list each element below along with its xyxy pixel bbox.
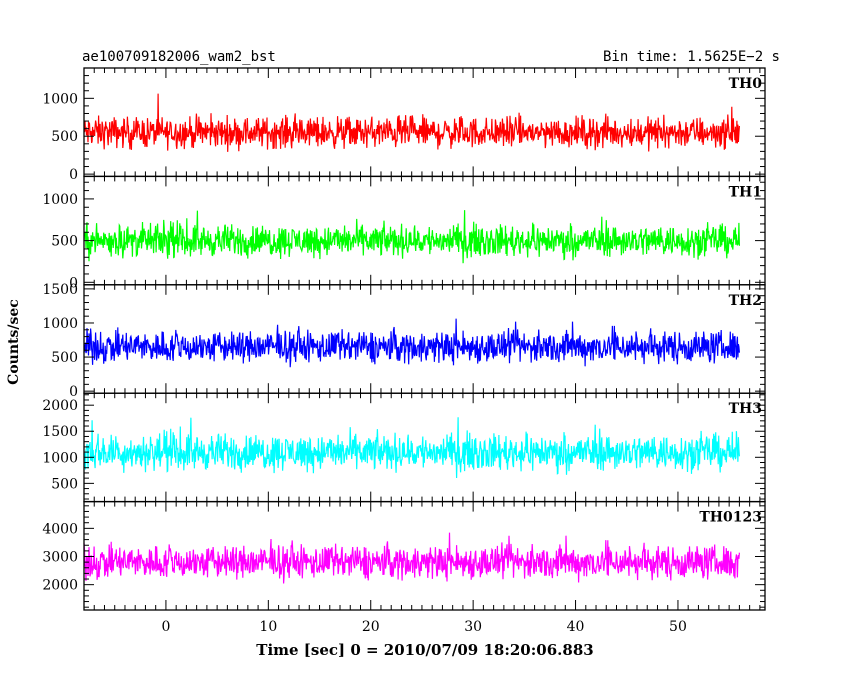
y-tick-label: 1000 xyxy=(42,91,78,107)
y-tick-label: 1500 xyxy=(42,282,78,298)
y-tick-label: 4000 xyxy=(42,521,78,537)
y-tick-label: 500 xyxy=(51,234,78,250)
x-tick-label: 20 xyxy=(362,619,380,635)
x-tick-label: 40 xyxy=(567,619,585,635)
y-tick-label: 1000 xyxy=(42,450,78,466)
y-tick-label: 500 xyxy=(51,350,78,366)
panel-label: TH0 xyxy=(729,76,763,92)
y-tick-label: 0 xyxy=(69,275,78,291)
panel-label: TH2 xyxy=(729,293,762,309)
panel-th2: 0 500 1000 1500 TH2 xyxy=(42,282,766,400)
panel-frame xyxy=(83,500,766,611)
panel-th1: 0 500 1000 TH1 xyxy=(42,175,766,291)
x-tick-label: 0 xyxy=(161,619,170,635)
panel-th3: 500 1000 1500 2000 TH3 xyxy=(42,392,766,503)
y-tick-label: 0 xyxy=(69,167,78,183)
panel-label: TH0123 xyxy=(699,510,762,526)
y-tick-label: 3000 xyxy=(42,550,78,566)
series-line-th3 xyxy=(83,417,740,479)
panel-label: TH1 xyxy=(729,184,762,200)
panel-label: TH3 xyxy=(729,401,762,417)
y-tick-label: 500 xyxy=(51,129,78,145)
series-line-th1 xyxy=(83,210,740,264)
series-line-th2 xyxy=(83,318,740,368)
series-line-th0 xyxy=(83,93,740,152)
y-axis-label: Counts/sec xyxy=(6,299,22,385)
y-tick-label: 2000 xyxy=(42,398,78,414)
chart-title: ae100709182006_wam2_bst xyxy=(82,49,276,65)
series-line-th0123 xyxy=(83,532,740,584)
bin-time-label: Bin time: 1.5625E−2 s xyxy=(603,49,780,65)
y-tick-label: 1000 xyxy=(42,316,78,332)
panel-th0123: 2000 3000 4000 TH0123 xyxy=(42,500,766,611)
y-tick-label: 1500 xyxy=(42,424,78,440)
y-tick-label: 2000 xyxy=(42,578,78,594)
y-tick-label: 1000 xyxy=(42,192,78,208)
panel-th0: 0 500 1000 TH0 xyxy=(42,67,766,183)
x-tick-label: 30 xyxy=(464,619,482,635)
y-tick-label: 500 xyxy=(51,476,78,492)
x-tick-label: 10 xyxy=(259,619,277,635)
x-axis-label: Time [sec] 0 = 2010/07/09 18:20:06.883 xyxy=(256,641,593,659)
x-tick-label: 50 xyxy=(669,619,687,635)
y-tick-label: 0 xyxy=(69,384,78,400)
